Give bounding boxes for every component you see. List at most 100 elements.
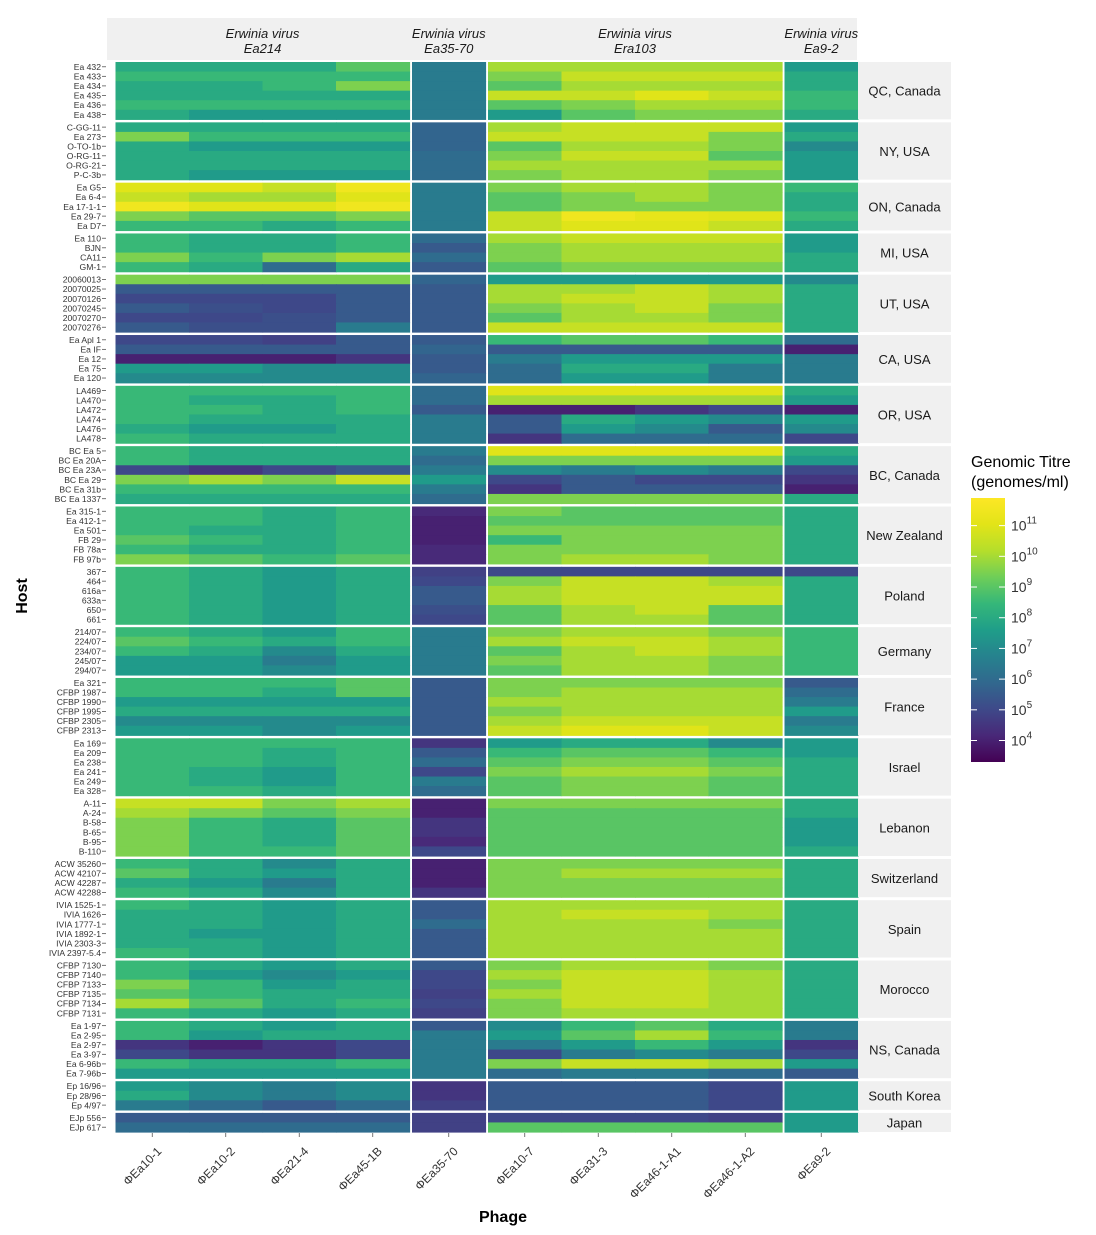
heatmap-cell — [784, 544, 859, 555]
heatmap-cell — [115, 566, 190, 577]
heatmap-cell — [262, 738, 337, 749]
heatmap-cell — [262, 827, 337, 838]
heatmap-cell — [784, 90, 859, 101]
heatmap-cell — [708, 446, 783, 457]
heatmap-cell — [336, 506, 411, 517]
heatmap-cell — [262, 655, 337, 666]
region-strip — [858, 566, 951, 625]
heatmap-cell — [561, 887, 636, 898]
heatmap-cell — [635, 887, 710, 898]
heatmap-cell — [189, 1122, 264, 1133]
heatmap-cell — [708, 646, 783, 657]
heatmap-cell — [561, 605, 636, 616]
heatmap-cell — [412, 614, 487, 625]
heatmap-cell — [262, 909, 337, 920]
heatmap-cell — [561, 211, 636, 222]
heatmap-cell — [561, 776, 636, 787]
heatmap-cell — [412, 414, 487, 425]
host-label: FB 78a — [73, 545, 101, 555]
region-strip — [858, 274, 951, 333]
region-label: BC, Canada — [869, 468, 941, 483]
heatmap-cell — [189, 636, 264, 647]
region-strip — [858, 446, 951, 504]
heatmap-cell — [561, 122, 636, 133]
heatmap-cell — [708, 109, 783, 120]
heatmap-cell — [336, 900, 411, 911]
heatmap-cell — [262, 363, 337, 374]
heatmap-cell — [561, 252, 636, 263]
heatmap-cell — [488, 160, 563, 171]
heatmap-cell — [708, 947, 783, 959]
heatmap-cell — [189, 424, 264, 435]
heatmap-cell — [262, 677, 337, 689]
heatmap-cell — [708, 233, 783, 244]
heatmap-cell — [412, 757, 487, 768]
heatmap-cell — [189, 585, 264, 597]
heatmap-cell — [336, 284, 411, 295]
heatmap-cell — [561, 798, 636, 809]
heatmap-cell — [784, 170, 859, 181]
heatmap-cell — [115, 947, 190, 959]
heatmap-cell — [635, 697, 710, 708]
heatmap-cell — [708, 414, 783, 425]
heatmap-cell — [708, 493, 783, 505]
heatmap-cell — [561, 979, 636, 990]
heatmap-cell — [488, 998, 563, 1009]
heatmap-cell — [488, 846, 563, 857]
heatmap-cell — [784, 322, 859, 333]
heatmap-cell — [561, 233, 636, 244]
heatmap-cell — [635, 900, 710, 911]
heatmap-cell — [412, 900, 487, 911]
heatmap-cell — [262, 989, 337, 1000]
heatmap-cell — [189, 817, 264, 828]
heatmap-cell — [336, 989, 411, 1000]
heatmap-cell — [189, 344, 264, 355]
host-label: 20070276 — [63, 322, 101, 332]
heatmap-cell — [412, 677, 487, 689]
heatmap-cell — [115, 354, 190, 365]
heatmap-cell — [336, 627, 411, 638]
heatmap-cell — [189, 827, 264, 838]
heatmap-cell — [115, 455, 190, 466]
heatmap-cell — [189, 395, 264, 406]
heatmap-cell — [635, 243, 710, 254]
heatmap-cell — [115, 919, 190, 930]
heatmap-cell — [189, 160, 264, 171]
host-label: FB 29 — [78, 535, 101, 545]
heatmap-cell — [412, 81, 487, 92]
heatmap-cell — [784, 725, 859, 736]
heatmap-cell — [336, 455, 411, 466]
heatmap-cell — [115, 151, 190, 162]
heatmap-cell — [336, 706, 411, 717]
heatmap-cell — [561, 1090, 636, 1101]
heatmap-cell — [412, 554, 487, 565]
heatmap-cell — [708, 506, 783, 517]
host-label: LA469 — [76, 386, 101, 396]
heatmap-cell — [115, 395, 190, 406]
heatmap-cell — [115, 465, 190, 476]
heatmap-cell — [635, 262, 710, 273]
legend-colorbar — [971, 498, 1005, 762]
heatmap-cell — [336, 465, 411, 476]
heatmap-cell — [784, 131, 859, 143]
heatmap-cell — [336, 595, 411, 606]
heatmap-cell — [412, 109, 487, 120]
heatmap-cell — [635, 766, 710, 778]
heatmap-cell — [635, 170, 710, 181]
host-label: BC Ea 23A — [58, 465, 101, 475]
heatmap-cell — [784, 595, 859, 606]
heatmap-cell — [262, 322, 337, 333]
heatmap-cell — [784, 433, 859, 444]
heatmap-cell — [635, 414, 710, 425]
heatmap-cell — [635, 1112, 710, 1124]
heatmap-cell — [635, 1020, 710, 1032]
heatmap-cell — [635, 274, 710, 285]
heatmap-cell — [635, 1049, 710, 1060]
heatmap-cell — [635, 858, 710, 870]
heatmap-cell — [488, 395, 563, 406]
heatmap-cell — [708, 303, 783, 314]
heatmap-cell — [561, 71, 636, 82]
heatmap-cell — [635, 706, 710, 717]
heatmap-cell — [635, 201, 710, 212]
heatmap-cell — [635, 344, 710, 355]
